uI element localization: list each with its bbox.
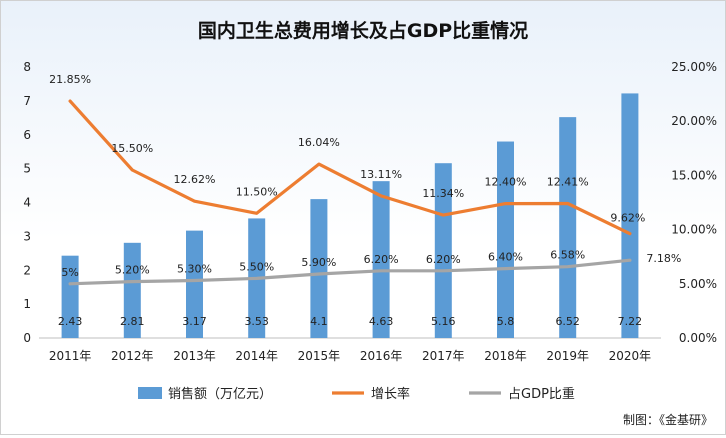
left-axis-tick: 0 [23,331,31,345]
x-axis-tick: 2020年 [609,349,652,363]
bar-data-label: 4.63 [369,315,394,328]
bar-data-label: 3.17 [182,315,207,328]
bar [559,117,577,338]
right-axis-tick: 0.00% [679,331,717,345]
growth-rate-data-label: 16.04% [298,136,340,149]
growth-rate-data-label: 15.50% [111,142,153,155]
right-axis-tick: 20.00% [671,114,717,128]
gdp-share-data-label: 5.20% [115,264,150,277]
bar-data-label: 3.53 [244,315,269,328]
left-axis-tick: 5 [23,162,31,176]
growth-rate-data-label: 12.41% [547,175,589,188]
left-axis-tick: 7 [23,94,31,108]
bar [621,93,639,338]
x-axis-tick: 2019年 [546,349,589,363]
x-axis-tick: 2011年 [49,349,92,363]
bar-data-label: 4.1 [310,315,328,328]
bar [434,163,452,338]
legend-label-sales: 销售额（万亿元） [168,386,272,402]
legend-swatch-sales [138,387,162,399]
left-axis-tick: 3 [23,229,31,243]
bar-data-label: 7.22 [618,315,643,328]
bar [310,199,328,338]
bar [61,255,79,338]
growth-rate-data-label: 12.62% [174,173,216,186]
bar-data-label: 6.52 [555,315,580,328]
gdp-share-data-label: 5.90% [301,256,336,269]
bar [186,230,203,338]
left-axis-tick: 8 [23,60,31,74]
gdp-share-data-label: 5% [61,266,78,279]
gdp-share-data-label: 6.40% [488,251,523,264]
growth-rate-line [68,99,632,236]
right-axis-tick: 25.00% [671,60,717,74]
gdp-share-data-label: 5.50% [239,260,274,273]
left-axis-tick: 1 [23,297,31,311]
bar [123,242,141,338]
growth-rate-data-label: 12.40% [485,176,527,189]
growth-rate-data-label: 9.62% [610,212,645,225]
chart-credit: 制图：《金基研》 [622,413,713,427]
left-axis-tick: 6 [23,128,31,142]
left-axis-tick: 2 [23,263,31,277]
growth-rate-data-label: 21.85% [49,73,91,86]
gdp-share-data-label: 6.20% [364,253,399,266]
growth-rate-data-label: 11.34% [422,187,464,200]
bar-data-label: 2.43 [58,315,83,328]
chart-title: 国内卫生总费用增长及占GDP比重情况 [198,19,528,42]
x-axis-tick: 2018年 [484,349,527,363]
legend-label-growth: 增长率 [371,386,410,402]
left-axis-tick: 4 [23,196,31,210]
bar [372,181,390,338]
legend-label-gdp: 占GDP比重 [508,386,575,402]
x-axis-tick: 2014年 [235,349,278,363]
growth-rate-data-label: 11.50% [236,185,278,198]
right-axis-tick: 10.00% [671,223,717,237]
growth-rate-data-label: 13.11% [360,168,402,181]
x-axis-tick: 2013年 [173,349,216,363]
gdp-share-line [68,258,632,286]
gdp-share-data-label: 7.18% [646,252,681,265]
x-axis-tick: 2012年 [111,349,154,363]
right-axis-tick: 15.00% [671,168,717,182]
bar-data-label: 5.16 [431,315,456,328]
bar [497,141,514,338]
right-axis-tick: 5.00% [679,277,717,291]
x-axis-tick: 2017年 [422,349,465,363]
gdp-share-data-label: 5.30% [177,263,212,276]
gdp-share-data-label: 6.20% [426,253,461,266]
bar-data-label: 2.81 [120,315,145,328]
gdp-share-data-label: 6.58% [550,249,585,262]
x-axis-tick: 2016年 [360,349,403,363]
bar-data-label: 5.8 [497,315,515,328]
x-axis-tick: 2015年 [298,349,341,363]
